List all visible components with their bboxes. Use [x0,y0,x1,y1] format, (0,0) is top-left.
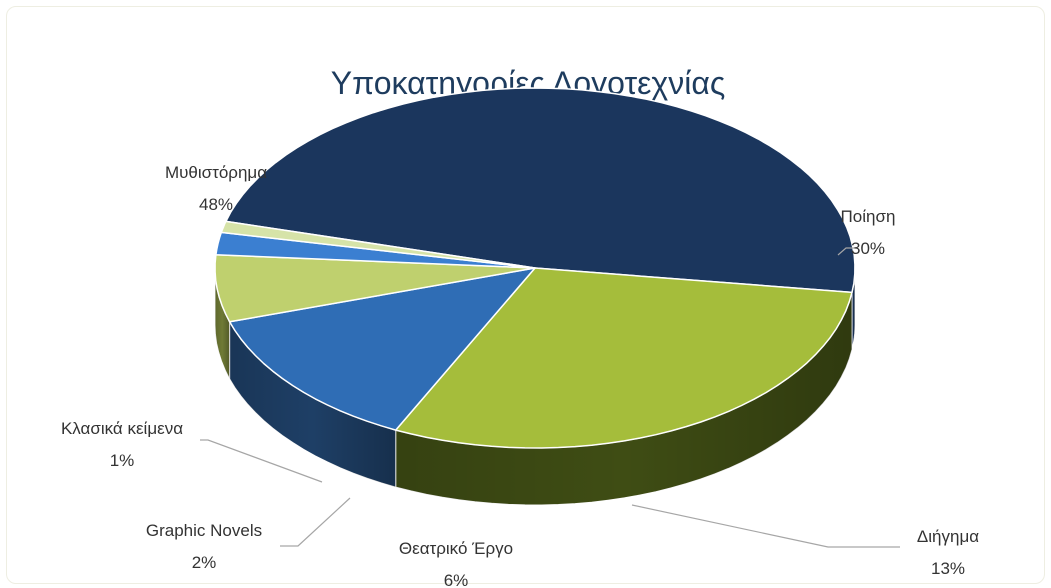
data-label-percent-μυθιστόρημα: 48% [199,195,233,214]
data-label-percent-κλασικά-κείμενα: 1% [110,451,135,470]
pie-sides [214,267,856,506]
pie-side-shade [395,292,852,505]
leader-lines [200,247,900,548]
leader-line-κλασικά-κείμενα [200,439,323,483]
data-label-percent-ποίηση: 30% [851,239,885,258]
data-label-category-μυθιστόρημα: Μυθιστόρημα [165,163,267,182]
data-label-percent-διήγημα: 13% [931,559,965,578]
pie-slice-κλασικά-κείμενα [220,220,536,269]
leader-line-graphic-novels [280,497,351,547]
data-label-percent-θεατρικό-έργο: 6% [444,571,469,588]
data-label-category-graphic-novels: Graphic Novels [146,521,262,540]
data-label-category-διήγημα: Διήγημα [917,527,979,546]
leader-line-διήγημα [631,504,900,548]
pie-tops [214,87,856,449]
pie-slice-θεατρικό-έργο [214,254,536,323]
data-label-category-θεατρικό-έργο: Θεατρικό Έργο [399,539,513,558]
pie-side-shade [852,268,855,350]
pie-slice-ποίηση [394,267,853,449]
data-label-category-κλασικά-κείμενα: Κλασικά κείμενα [61,419,183,438]
data-label-percent-graphic-novels: 2% [192,553,217,572]
leader-line-ποίηση [837,247,858,256]
pie-slice-μυθιστόρημα [225,87,856,294]
pie-side-shade [229,321,396,488]
data-label-category-ποίηση: Ποίηση [841,207,896,226]
data-labels: Μυθιστόρημα 48% Ποίηση 30% Διήγημα 13% Θεατρικ… [61,163,979,588]
